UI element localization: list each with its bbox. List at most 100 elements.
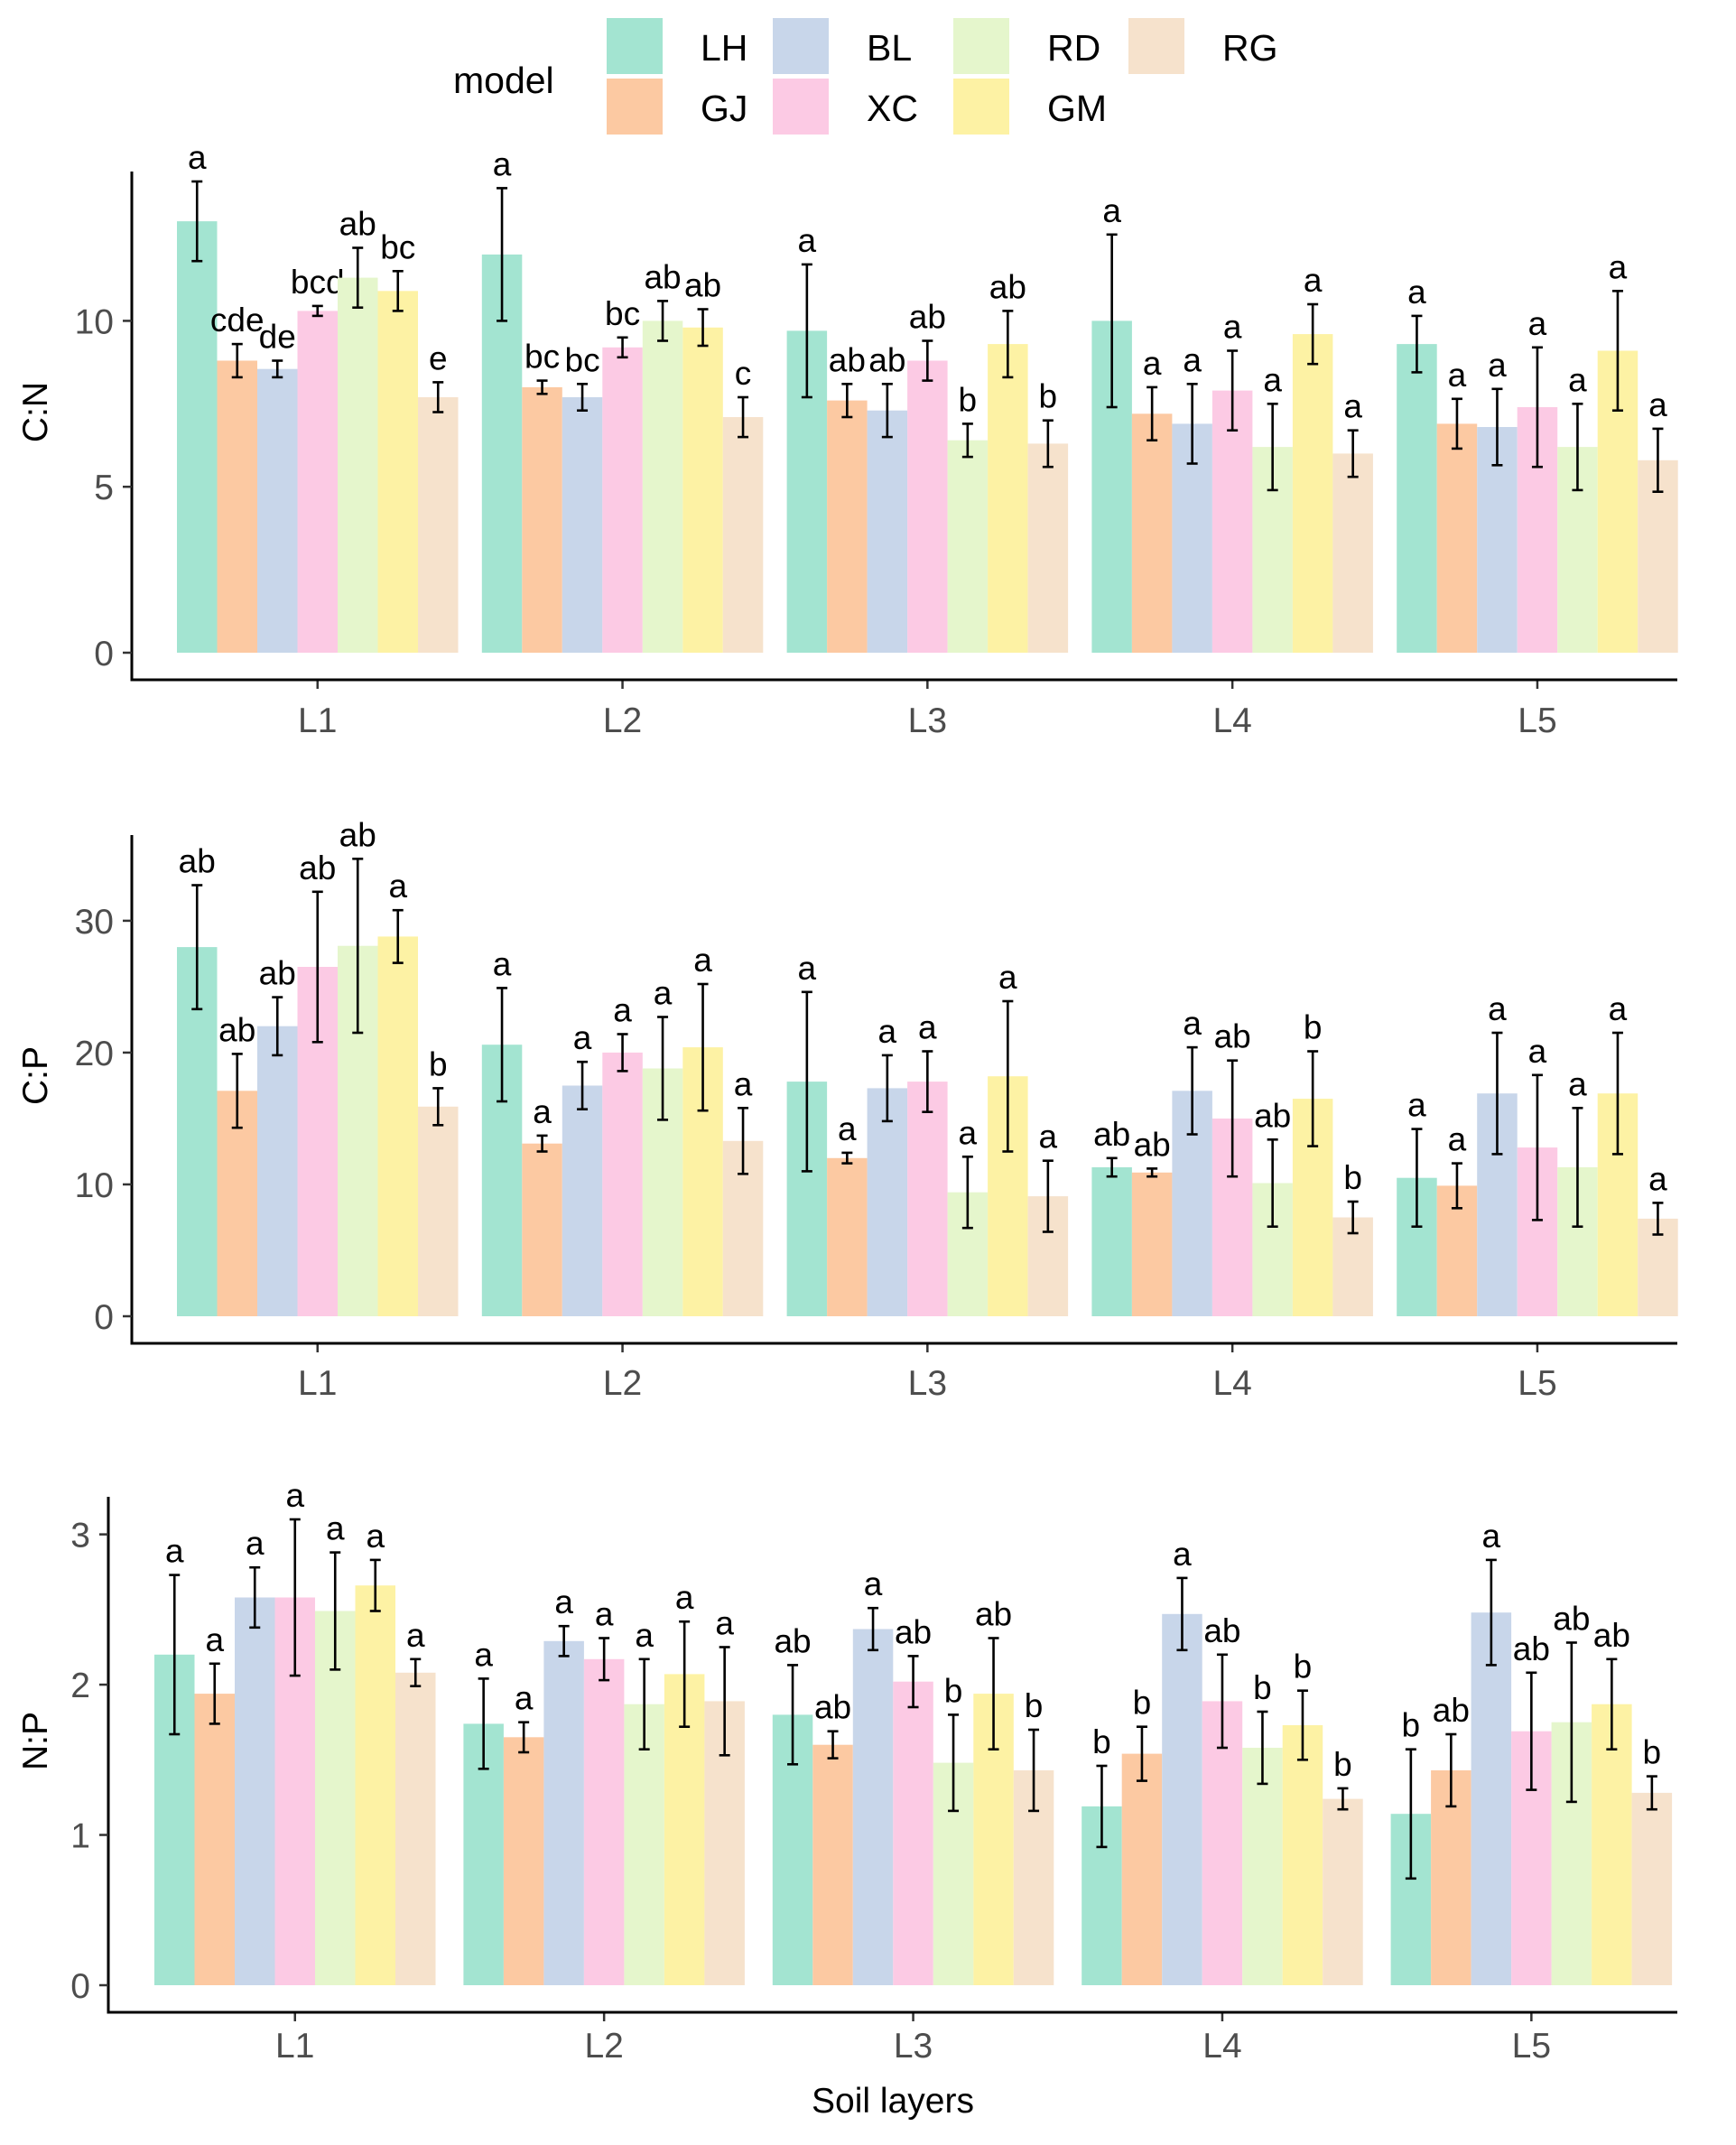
error-bar-xc-l3 bbox=[922, 1050, 933, 1113]
y-tick-label-1: 1 bbox=[70, 1817, 90, 1856]
sig-label-bl-l1: a bbox=[246, 1525, 265, 1562]
error-bar-gj-l4 bbox=[1147, 385, 1158, 442]
error-bar-lh-l1 bbox=[169, 1574, 181, 1736]
bar-bl-l2 bbox=[562, 1085, 603, 1316]
x-tick-label-l1: L1 bbox=[275, 2027, 314, 2066]
sig-label-rd-l4: b bbox=[1253, 1669, 1272, 1706]
bar-gj-l2 bbox=[522, 1143, 562, 1316]
error-bar-xc-l1 bbox=[311, 890, 323, 1044]
error-bar-rd-l3 bbox=[961, 1156, 973, 1230]
x-tick-label-l5: L5 bbox=[1518, 1364, 1556, 1403]
x-tick-label-l1: L1 bbox=[298, 701, 337, 740]
bar-xc-l3 bbox=[907, 360, 948, 653]
error-bar-gm-l3 bbox=[1002, 999, 1014, 1153]
x-tick-label-l2: L2 bbox=[584, 2027, 623, 2066]
error-bar-rd-l5 bbox=[1572, 402, 1583, 492]
error-bar-gj-l4 bbox=[1136, 1725, 1147, 1782]
error-bar-gj-l5 bbox=[1451, 397, 1462, 450]
sig-label-gm-l2: a bbox=[693, 942, 712, 979]
error-bar-lh-l2 bbox=[478, 1677, 489, 1770]
sig-label-rg-l5: a bbox=[1648, 386, 1667, 423]
sig-label-xc-l2: a bbox=[613, 992, 632, 1029]
sig-label-rg-l5: b bbox=[1643, 1734, 1662, 1771]
error-bar-gm-l1 bbox=[392, 269, 404, 312]
sig-label-lh-l1: ab bbox=[179, 843, 216, 880]
error-bar-gm-l2 bbox=[679, 1620, 691, 1728]
error-bar-bl-l4 bbox=[1186, 1045, 1198, 1136]
error-bar-rd-l3 bbox=[948, 1713, 960, 1813]
bar-xc-l3 bbox=[907, 1082, 948, 1316]
error-bar-gm-l5 bbox=[1606, 1658, 1618, 1750]
bar-bl-l4 bbox=[1162, 1613, 1202, 1985]
sig-label-lh-l4: ab bbox=[1093, 1116, 1130, 1153]
error-bar-bl-l2 bbox=[577, 1060, 589, 1110]
x-axis-title: Soil layers bbox=[812, 2082, 974, 2121]
sig-label-rg-l5: a bbox=[1648, 1160, 1667, 1197]
legend-label-lh: LH bbox=[701, 27, 747, 69]
bar-gm-l4 bbox=[1282, 1725, 1323, 1985]
sig-label-bl-l2: a bbox=[573, 1019, 592, 1056]
sig-label-gm-l5: a bbox=[1609, 990, 1628, 1027]
x-tick-label-l4: L4 bbox=[1202, 2027, 1241, 2066]
error-bar-rd-l3 bbox=[961, 422, 973, 459]
sig-label-rd-l2: a bbox=[635, 1617, 654, 1654]
sig-label-bl-l1: ab bbox=[259, 955, 296, 992]
sig-label-xc-l1: bcd bbox=[291, 264, 345, 301]
bar-xc-l3 bbox=[893, 1681, 933, 1985]
error-bar-xc-l3 bbox=[922, 339, 933, 382]
error-bar-bl-l5 bbox=[1491, 387, 1503, 467]
bar-gj-l1 bbox=[194, 1694, 235, 1985]
sig-label-xc-l1: a bbox=[285, 1477, 304, 1514]
x-tick-label-l4: L4 bbox=[1212, 1364, 1251, 1403]
sig-label-gm-l3: a bbox=[998, 959, 1017, 996]
error-bar-gj-l3 bbox=[841, 1151, 853, 1165]
error-bar-rd-l1 bbox=[330, 1551, 341, 1671]
sig-label-xc-l3: ab bbox=[909, 299, 946, 336]
error-bar-rd-l5 bbox=[1565, 1641, 1577, 1804]
bar-gm-l1 bbox=[377, 936, 418, 1316]
legend-label-gm: GM bbox=[1047, 88, 1107, 129]
error-bar-gm-l5 bbox=[1611, 1031, 1623, 1156]
bar-xc-l2 bbox=[602, 1052, 643, 1316]
error-bar-lh-l3 bbox=[787, 1664, 799, 1766]
error-bar-gm-l3 bbox=[1002, 310, 1014, 379]
legend: model LH GJ BL XC RD GM RG bbox=[453, 18, 1278, 135]
y-axis-title: C:P bbox=[16, 1046, 55, 1105]
error-bar-bl-l3 bbox=[881, 382, 893, 439]
error-bar-rd-l1 bbox=[352, 857, 364, 1035]
legend-label-bl: BL bbox=[867, 27, 912, 69]
sig-label-gm-l5: ab bbox=[1593, 1617, 1630, 1654]
bar-xc-l2 bbox=[602, 347, 643, 653]
sig-label-bl-l3: a bbox=[878, 1013, 897, 1050]
sig-label-gj-l2: a bbox=[533, 1093, 552, 1130]
sig-label-xc-l5: ab bbox=[1513, 1630, 1550, 1667]
error-bar-rg-l2 bbox=[719, 1646, 730, 1757]
error-bar-gj-l5 bbox=[1445, 1732, 1457, 1808]
error-bar-xc-l2 bbox=[617, 1033, 628, 1072]
error-bar-xc-l1 bbox=[289, 1518, 301, 1677]
bar-xc-l2 bbox=[583, 1658, 625, 1985]
error-bar-rg-l1 bbox=[432, 1087, 444, 1127]
sig-label-rg-l4: a bbox=[1343, 388, 1362, 425]
legend-key-gj bbox=[607, 79, 663, 135]
sig-label-gm-l3: ab bbox=[989, 268, 1026, 305]
x-tick-label-l1: L1 bbox=[298, 1364, 337, 1403]
sig-label-gm-l1: a bbox=[388, 868, 407, 905]
bar-rg-l4 bbox=[1332, 453, 1373, 653]
bar-rg-l1 bbox=[418, 1106, 459, 1316]
sig-label-rg-l4: b bbox=[1333, 1746, 1352, 1783]
legend-key-rg bbox=[1128, 18, 1184, 74]
bar-gj-l3 bbox=[827, 400, 868, 653]
sig-label-bl-l4: a bbox=[1173, 1536, 1192, 1573]
x-tick-label-l3: L3 bbox=[908, 1364, 947, 1403]
error-bar-bl-l1 bbox=[272, 359, 283, 379]
bar-bl-l2 bbox=[562, 397, 603, 653]
sig-label-rd-l5: a bbox=[1568, 361, 1587, 398]
error-bar-gj-l3 bbox=[841, 382, 853, 419]
sig-label-lh-l2: a bbox=[493, 945, 512, 982]
error-bar-lh-l5 bbox=[1411, 1128, 1423, 1228]
error-bar-lh-l4 bbox=[1106, 233, 1118, 409]
x-tick-label-l5: L5 bbox=[1518, 701, 1556, 740]
